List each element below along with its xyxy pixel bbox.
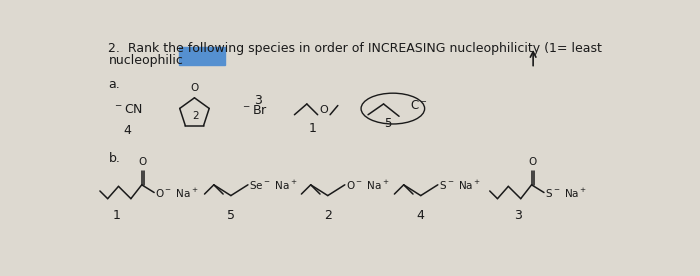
Text: nucleophilic: nucleophilic <box>108 54 183 67</box>
Text: 5: 5 <box>384 118 392 131</box>
Text: 1: 1 <box>113 209 121 222</box>
Text: $^-$Br: $^-$Br <box>241 104 268 117</box>
Text: O$^-$ Na$^+$: O$^-$ Na$^+$ <box>155 187 199 200</box>
Text: S$^-$ Na$^+$: S$^-$ Na$^+$ <box>545 187 587 200</box>
Text: O: O <box>528 157 536 167</box>
Text: 1: 1 <box>308 122 316 135</box>
Text: O: O <box>190 83 199 93</box>
Text: 4: 4 <box>124 124 132 137</box>
Text: 4: 4 <box>416 209 425 222</box>
Text: O: O <box>139 157 147 167</box>
Text: S$^-$ Na$^+$: S$^-$ Na$^+$ <box>440 179 482 192</box>
Text: $^-$CN: $^-$CN <box>113 103 143 116</box>
Text: 2.  Rank the following species in order of INCREASING nucleophilicity (1= least: 2. Rank the following species in order o… <box>108 42 602 55</box>
Text: 2: 2 <box>193 110 200 121</box>
Text: 2: 2 <box>324 209 332 222</box>
Text: C$^-$: C$^-$ <box>410 99 428 112</box>
Text: O$^-$ Na$^+$: O$^-$ Na$^+$ <box>346 179 390 192</box>
Text: b.: b. <box>108 152 120 165</box>
Text: Se$^-$ Na$^+$: Se$^-$ Na$^+$ <box>249 179 298 192</box>
Text: O: O <box>319 105 328 115</box>
Text: 3: 3 <box>514 209 522 222</box>
Text: 3: 3 <box>254 94 262 107</box>
Bar <box>179 47 225 65</box>
Text: 5: 5 <box>227 209 235 222</box>
Text: a.: a. <box>108 78 120 91</box>
